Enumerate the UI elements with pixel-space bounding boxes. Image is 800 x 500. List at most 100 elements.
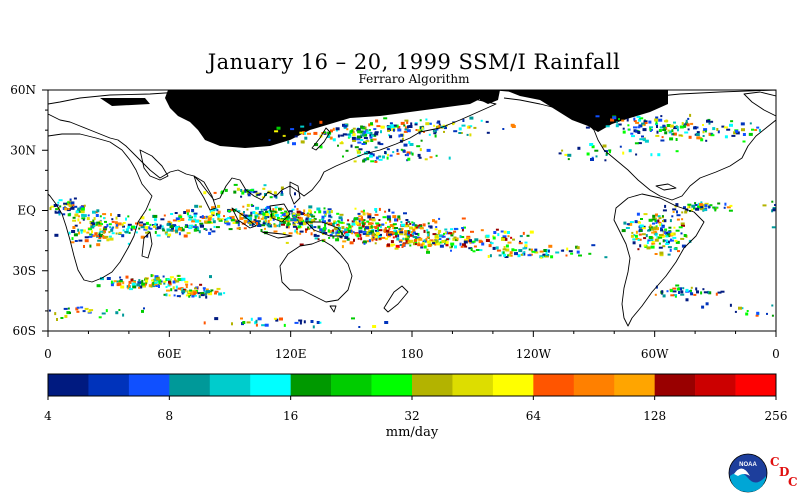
- rain-pixel: [663, 219, 667, 223]
- rain-pixel: [758, 128, 761, 132]
- rain-pixel: [135, 231, 138, 234]
- rain-pixel: [417, 153, 421, 157]
- rain-pixel: [497, 233, 500, 237]
- rain-pixel: [184, 280, 189, 283]
- rain-pixel: [266, 224, 271, 227]
- rain-pixel: [104, 235, 109, 238]
- rain-pixel: [615, 121, 618, 124]
- colorbar-unit-label: mm/day: [386, 425, 439, 440]
- rain-pixel: [339, 142, 344, 145]
- rain-pixel: [96, 221, 101, 224]
- rain-pixel: [662, 129, 667, 131]
- rain-pixel: [664, 232, 668, 235]
- coast-greenland: [743, 91, 776, 117]
- rain-pixel: [660, 227, 662, 231]
- rain-pixel: [648, 218, 653, 222]
- rain-pixel: [452, 122, 455, 125]
- rain-pixel: [729, 204, 733, 207]
- rain-pixel: [282, 134, 286, 137]
- rain-pixel: [144, 278, 146, 281]
- rain-pixel: [204, 228, 207, 230]
- rain-pixel: [114, 221, 118, 225]
- rain-pixel: [266, 211, 270, 214]
- rain-pixel: [280, 215, 283, 218]
- rain-pixel: [138, 286, 141, 289]
- rain-pixel: [71, 237, 74, 241]
- rain-pixel: [664, 231, 667, 235]
- rain-pixel: [342, 240, 347, 243]
- rain-pixel: [264, 323, 269, 327]
- rain-pixel: [102, 228, 107, 231]
- rain-pixel: [266, 205, 271, 209]
- rain-pixel: [659, 253, 664, 257]
- rain-pixel: [463, 240, 468, 244]
- rain-pixel: [635, 238, 640, 240]
- rain-pixel: [310, 232, 313, 236]
- rain-pixel: [385, 229, 390, 233]
- rain-pixel: [423, 130, 425, 133]
- rain-pixel: [336, 223, 340, 226]
- lat-label: 60N: [10, 83, 36, 97]
- rain-pixel: [74, 213, 79, 217]
- rain-pixel: [400, 148, 403, 151]
- rain-pixel: [594, 149, 599, 152]
- rain-pixel: [632, 241, 636, 245]
- rain-pixel: [403, 143, 408, 147]
- rain-pixel: [284, 210, 288, 213]
- rain-pixel: [340, 134, 345, 137]
- rain-pixel: [154, 275, 159, 279]
- rain-pixel: [514, 249, 518, 252]
- rain-pixel: [230, 218, 235, 222]
- rain-pixel: [672, 290, 677, 293]
- rain-pixel: [155, 223, 158, 226]
- rain-pixel: [695, 287, 698, 291]
- rain-pixel: [637, 142, 642, 145]
- rain-pixel: [351, 317, 355, 320]
- rain-pixel: [684, 131, 689, 134]
- rain-pixel: [407, 220, 411, 223]
- rain-pixel: [274, 207, 277, 211]
- rain-pixel: [591, 145, 595, 149]
- rain-pixel: [298, 220, 301, 223]
- rain-pixel: [273, 223, 276, 226]
- rain-pixel: [78, 210, 82, 213]
- rain-pixel: [72, 216, 76, 219]
- rain-pixel: [70, 201, 75, 205]
- rain-pixel: [236, 187, 240, 191]
- rain-pixel: [466, 133, 469, 136]
- rain-pixel: [567, 158, 570, 161]
- rain-pixel: [300, 140, 305, 144]
- rain-pixel: [76, 306, 80, 309]
- rain-pixel: [396, 237, 400, 241]
- rain-pixel: [79, 221, 82, 224]
- rain-pixel: [564, 153, 568, 156]
- rain-pixel: [175, 280, 180, 283]
- rain-pixel: [160, 218, 165, 221]
- rain-pixel: [215, 212, 220, 216]
- rain-pixel: [298, 221, 303, 225]
- rain-pixel: [755, 314, 759, 317]
- rain-pixel: [98, 236, 102, 239]
- rain-pixel: [676, 210, 678, 214]
- rain-pixel: [417, 129, 421, 133]
- rain-pixel: [661, 290, 664, 294]
- rain-pixel: [670, 232, 674, 236]
- rain-pixel: [144, 226, 149, 229]
- rain-pixel: [644, 139, 649, 143]
- rain-pixel: [360, 134, 365, 137]
- rain-pixel: [201, 215, 204, 219]
- rain-pixel: [389, 224, 394, 227]
- rain-pixel: [353, 160, 357, 163]
- rain-pixel: [115, 232, 118, 235]
- rain-pixel: [371, 229, 375, 231]
- rain-pixel: [185, 283, 189, 286]
- rain-pixel: [387, 217, 391, 221]
- rain-pixel: [662, 209, 667, 212]
- rain-pixel: [248, 222, 253, 225]
- rain-pixel: [200, 224, 204, 228]
- rain-pixel: [399, 231, 404, 234]
- rain-pixel: [641, 122, 646, 125]
- rain-pixel: [80, 210, 85, 214]
- rain-pixel: [555, 251, 560, 254]
- rain-pixel: [250, 317, 253, 321]
